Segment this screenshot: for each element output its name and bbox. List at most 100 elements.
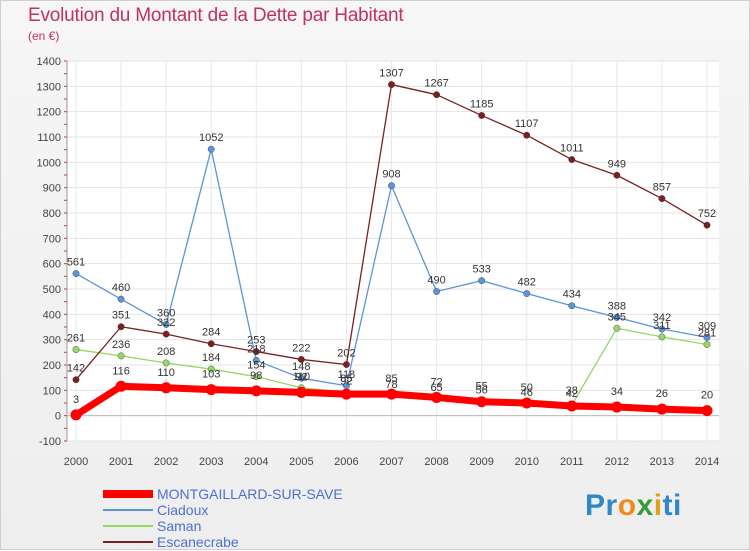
x-tick-label: 2007 <box>379 456 403 468</box>
data-label: 281 <box>698 327 716 339</box>
data-label: 92 <box>340 375 352 387</box>
y-tick-label: 0 <box>55 411 61 423</box>
data-label: 322 <box>157 317 175 329</box>
legend-swatch <box>103 525 153 527</box>
data-label: 56 <box>476 384 488 396</box>
data-label: 38 <box>566 385 578 397</box>
y-tick-label: 600 <box>43 259 61 271</box>
data-label: 284 <box>202 327 220 339</box>
legend-label: MONTGAILLARD-SUR-SAVE <box>157 486 343 502</box>
data-label: 360 <box>157 307 175 319</box>
data-point <box>703 221 711 229</box>
y-tick-label: 700 <box>43 233 61 245</box>
data-label: 184 <box>202 352 220 364</box>
legend: MONTGAILLARD-SUR-SAVE Ciadoux Saman Escanec… <box>101 486 401 551</box>
data-point <box>433 288 440 295</box>
data-point <box>478 112 486 119</box>
x-tick-label: 2008 <box>424 456 448 468</box>
data-point <box>431 391 443 403</box>
data-point <box>701 405 713 417</box>
data-point <box>343 361 350 368</box>
data-label: 26 <box>656 388 668 400</box>
data-point <box>295 386 307 398</box>
data-label: 561 <box>67 257 85 269</box>
data-label: 98 <box>250 370 262 382</box>
data-point <box>703 333 711 341</box>
x-tick-label: 2004 <box>244 456 268 468</box>
data-point <box>297 356 305 363</box>
legend-swatch <box>103 541 153 543</box>
data-label: 857 <box>653 182 671 194</box>
x-tick-label: 2006 <box>334 456 358 468</box>
chart-title: Evolution du Montant de la Dette par Hab… <box>28 5 404 26</box>
data-label: 1267 <box>424 78 448 90</box>
data-label: 752 <box>698 208 716 220</box>
x-tick-label: 2010 <box>514 456 538 468</box>
y-tick-label: 500 <box>43 284 61 296</box>
data-label: 236 <box>112 339 130 351</box>
data-label: 949 <box>608 158 626 170</box>
y-tick-label: 1100 <box>37 132 61 144</box>
data-point <box>521 397 533 409</box>
data-label: 222 <box>292 342 310 354</box>
data-label: 85 <box>340 373 352 385</box>
x-tick-label: 2009 <box>469 456 493 468</box>
data-label: 3 <box>73 394 79 406</box>
legend-label: Ciadoux <box>157 502 209 518</box>
data-label: 1185 <box>470 98 494 110</box>
data-point <box>207 365 215 373</box>
data-label: 533 <box>472 264 490 276</box>
data-point <box>388 81 395 88</box>
data-point <box>388 182 395 190</box>
data-point <box>250 385 262 397</box>
data-label: 110 <box>293 371 311 383</box>
data-point <box>611 401 623 413</box>
data-point <box>566 400 578 412</box>
data-point <box>162 359 170 367</box>
data-point <box>658 333 666 341</box>
data-label: 85 <box>385 373 397 385</box>
data-label: 34 <box>611 386 623 398</box>
data-point <box>117 352 125 360</box>
y-tick-label: 200 <box>43 360 61 372</box>
y-tick-label: -100 <box>39 436 61 448</box>
data-point <box>252 348 260 355</box>
data-point <box>72 346 80 353</box>
y-tick-label: 100 <box>43 385 61 397</box>
data-label: 20 <box>701 390 713 402</box>
data-label: 208 <box>157 346 175 358</box>
x-tick-label: 2013 <box>650 456 674 468</box>
x-tick-label: 2011 <box>560 456 584 468</box>
legend-label: Saman <box>157 518 202 534</box>
data-point <box>613 313 621 321</box>
legend-item: Escanecrabe <box>101 534 401 551</box>
data-label: 118 <box>338 369 356 381</box>
data-label: 65 <box>430 382 442 394</box>
data-label: 218 <box>247 343 265 355</box>
y-tick-label: 400 <box>43 309 61 321</box>
data-point <box>115 380 127 392</box>
data-label: 92 <box>295 371 307 383</box>
data-point <box>433 91 440 99</box>
data-label: 460 <box>112 282 130 294</box>
data-point <box>252 373 260 381</box>
data-label: 351 <box>112 310 130 322</box>
data-label: 1107 <box>515 118 539 130</box>
data-point <box>478 277 486 285</box>
y-tick-label: 1300 <box>37 81 61 93</box>
data-point <box>207 340 215 348</box>
y-tick-label: 800 <box>43 208 61 220</box>
data-label: 309 <box>698 320 716 332</box>
data-label: 154 <box>247 360 265 372</box>
y-tick-label: 1200 <box>37 107 61 119</box>
x-tick-label: 2012 <box>605 456 629 468</box>
data-point <box>386 388 397 400</box>
data-label: 253 <box>247 335 265 347</box>
data-label: 482 <box>518 277 536 289</box>
data-point <box>117 323 125 331</box>
data-label: 261 <box>67 333 85 345</box>
x-tick-label: 2003 <box>199 456 223 468</box>
legend-item: MONTGAILLARD-SUR-SAVE <box>101 486 401 503</box>
